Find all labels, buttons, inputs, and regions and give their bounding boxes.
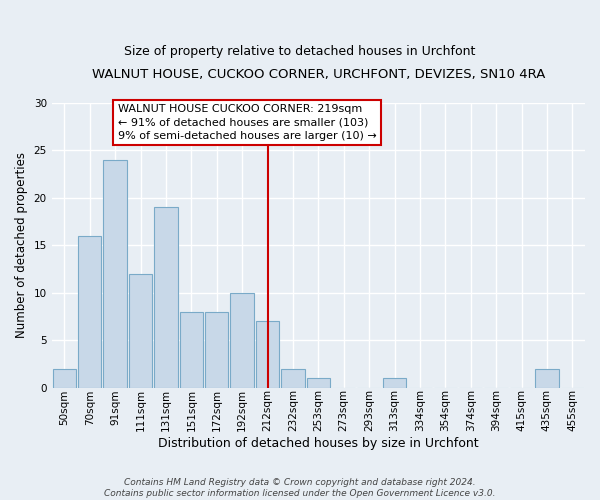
Y-axis label: Number of detached properties: Number of detached properties xyxy=(15,152,28,338)
Bar xyxy=(103,160,127,388)
Bar xyxy=(129,274,152,388)
Bar xyxy=(307,378,330,388)
Bar xyxy=(179,312,203,388)
Bar xyxy=(53,369,76,388)
Bar xyxy=(154,207,178,388)
Bar xyxy=(535,369,559,388)
Title: WALNUT HOUSE, CUCKOO CORNER, URCHFONT, DEVIZES, SN10 4RA: WALNUT HOUSE, CUCKOO CORNER, URCHFONT, D… xyxy=(92,68,545,80)
Bar xyxy=(230,293,254,388)
Text: Size of property relative to detached houses in Urchfont: Size of property relative to detached ho… xyxy=(124,45,476,58)
Text: Contains HM Land Registry data © Crown copyright and database right 2024.
Contai: Contains HM Land Registry data © Crown c… xyxy=(104,478,496,498)
X-axis label: Distribution of detached houses by size in Urchfont: Distribution of detached houses by size … xyxy=(158,437,479,450)
Bar xyxy=(256,322,279,388)
Text: WALNUT HOUSE CUCKOO CORNER: 219sqm
← 91% of detached houses are smaller (103)
9%: WALNUT HOUSE CUCKOO CORNER: 219sqm ← 91%… xyxy=(118,104,376,141)
Bar xyxy=(383,378,406,388)
Bar xyxy=(78,236,101,388)
Bar xyxy=(205,312,229,388)
Bar xyxy=(281,369,305,388)
